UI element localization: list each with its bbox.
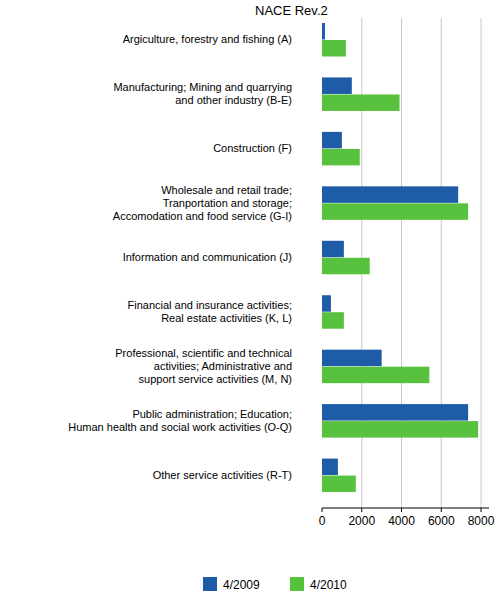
chart: NACE Rev.2 Argiculture, forestry and fish… (0, 0, 500, 600)
bar (322, 312, 344, 329)
label-line: Manufacturing; Mining and quarrying (113, 81, 292, 93)
tick (322, 508, 323, 512)
tick (401, 508, 402, 512)
bar (322, 295, 331, 312)
label-line: and other industry (B-E) (175, 94, 292, 106)
bar (322, 186, 458, 203)
bar (322, 241, 344, 258)
legend-label: 4/2009 (223, 578, 260, 592)
label-line: Other service activities (R-T) (153, 469, 292, 481)
bar (322, 459, 338, 476)
bar (322, 94, 400, 111)
category-label: Construction (F) (213, 142, 292, 154)
tick (441, 508, 442, 512)
label-line: Financial and insurance activities; (128, 299, 292, 311)
bar (322, 77, 352, 94)
tick-label: 0 (319, 514, 326, 528)
bar (322, 40, 346, 57)
bar (322, 367, 429, 384)
bar (322, 149, 360, 166)
axis-label: NACE Rev.2 (255, 3, 328, 18)
label-line: Human health and social work activities … (68, 421, 292, 433)
legend-swatch (290, 577, 304, 591)
tick-label: 8000 (468, 514, 495, 528)
category-label: Public administration; Education;Human h… (68, 408, 292, 433)
label-line: activities; Administrative and (154, 360, 292, 372)
category-label: Professional, scientific and technicalac… (115, 347, 292, 385)
label-line: Accomodation and food service (G-I) (113, 210, 292, 222)
tick-label: 4000 (388, 514, 415, 528)
bar (322, 421, 478, 438)
category-label: Argiculture, forestry and fishing (A) (123, 33, 292, 45)
label-line: Public administration; Education; (132, 408, 292, 420)
tick (481, 508, 482, 512)
label-line: Real estate activities (K, L) (161, 312, 292, 324)
category-label: Wholesale and retail trade;Tranportation… (113, 184, 292, 222)
tick-label: 6000 (428, 514, 455, 528)
category-label: Manufacturing; Mining and quarryingand o… (113, 81, 292, 106)
label-line: Wholesale and retail trade; (161, 184, 292, 196)
bar (322, 258, 370, 275)
label-line: Construction (F) (213, 142, 292, 154)
grid-line (481, 18, 482, 508)
bar (322, 132, 342, 149)
bar (322, 23, 325, 40)
x-axis (322, 508, 489, 509)
label-line: Argiculture, forestry and fishing (A) (123, 33, 292, 45)
category-label: Information and communication (J) (123, 251, 292, 263)
category-label: Other service activities (R-T) (153, 469, 292, 481)
legend-swatch (203, 577, 217, 591)
label-line: Professional, scientific and technical (115, 347, 292, 359)
bars (322, 23, 478, 492)
bar (322, 203, 468, 220)
category-label: Financial and insurance activities;Real … (128, 299, 292, 324)
label-line: Information and communication (J) (123, 251, 292, 263)
legend-label: 4/2010 (310, 578, 347, 592)
tick-label: 2000 (348, 514, 375, 528)
bar (322, 404, 468, 421)
label-line: Tranportation and storage; (163, 197, 292, 209)
bar (322, 350, 382, 367)
tick (361, 508, 362, 512)
label-line: support service activities (M, N) (139, 373, 292, 385)
bar (322, 476, 356, 493)
